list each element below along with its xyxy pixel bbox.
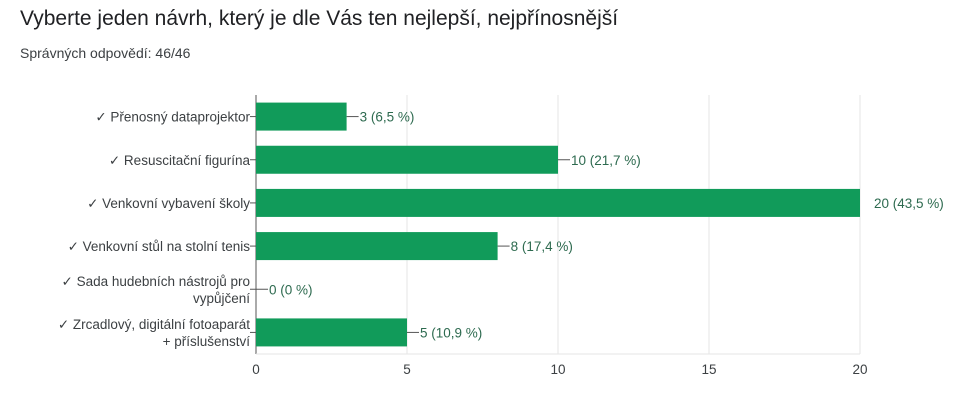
bar[interactable] [256, 145, 558, 174]
category-label: ✓ Resuscitační figurína [109, 153, 251, 168]
category-label: ✓ Zrcadlový, digitální fotoaparát [58, 317, 250, 332]
x-tick-label: 10 [550, 362, 565, 377]
question-title: Vyberte jeden návrh, který je dle Vás te… [20, 7, 619, 30]
category-label: ✓ Přenosný dataprojektor [95, 110, 250, 125]
x-tick-label: 0 [252, 362, 260, 377]
response-count: Správných odpovědí: 46/46 [20, 45, 191, 61]
bar-value-label: 0 (0 %) [269, 282, 313, 297]
x-tick-label: 15 [701, 362, 716, 377]
bar-value-label: 3 (6,5 %) [360, 110, 415, 125]
bar-value-label: 20 (43,5 %) [874, 196, 944, 211]
bar-value-label: 10 (21,7 %) [571, 153, 641, 168]
bar[interactable] [256, 188, 860, 217]
x-tick-label: 20 [852, 362, 867, 377]
category-label: ✓ Sada hudebních nástrojů pro [62, 274, 250, 289]
category-label: ✓ Venkovní vybavení školy [87, 196, 250, 211]
bar[interactable] [256, 102, 347, 131]
category-label: ✓ Venkovní stůl na stolní tenis [68, 239, 251, 254]
x-tick-label: 5 [403, 362, 411, 377]
bar-value-label: 8 (17,4 %) [511, 239, 573, 254]
bar[interactable] [256, 318, 407, 347]
bar[interactable] [256, 232, 498, 261]
category-label: vypůjčení [193, 291, 250, 306]
bar-value-label: 5 (10,9 %) [420, 325, 482, 340]
category-label: + příslušenství [163, 334, 251, 349]
